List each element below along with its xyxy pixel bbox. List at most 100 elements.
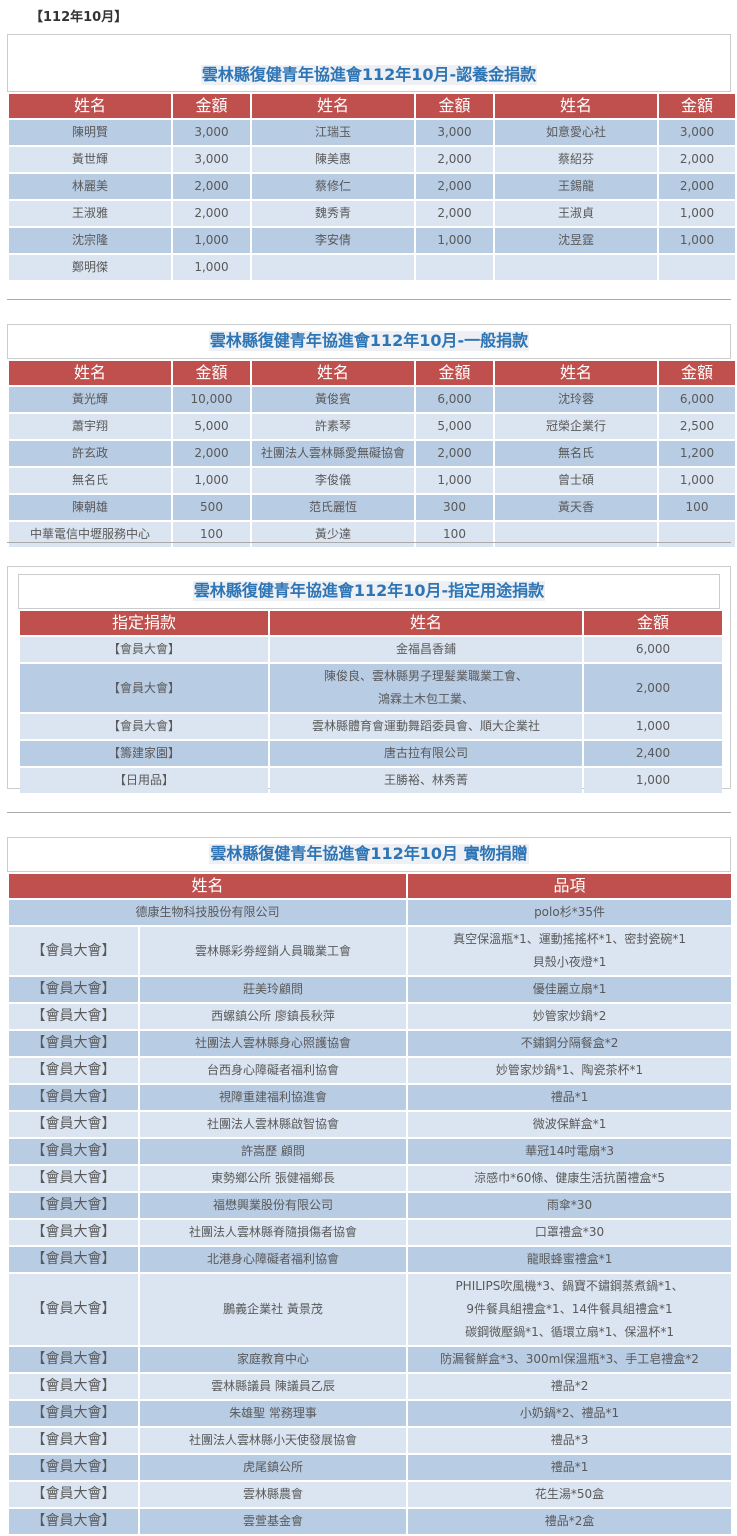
table-cell: 1,000 xyxy=(173,255,250,280)
table-row: 德康生物科技股份有限公司 polo杉*35件 xyxy=(9,900,732,925)
table-cell: 【會員大會】 xyxy=(9,927,138,975)
table-cell: 【會員大會】 xyxy=(9,1139,138,1164)
table-cell: 2,000 xyxy=(173,174,250,199)
table-cell: 沈宗隆 xyxy=(9,228,171,253)
table-cell: 蕭宇翔 xyxy=(9,414,171,439)
header-row: 姓名 品項 xyxy=(9,874,732,898)
table-cell: 社團法人雲林縣愛無礙協會 xyxy=(252,441,414,466)
table-cell: 2,000 xyxy=(416,201,493,226)
table-cell: 陳美惠 xyxy=(252,147,414,172)
table-cell: 范氏麗恆 xyxy=(252,495,414,520)
table-row: 【會員大會】 西螺鎮公所 廖鎮長秋萍 妙管家炒鍋*2 xyxy=(9,1004,732,1029)
column-header: 金額 xyxy=(659,94,735,118)
table-cell: 福懋興業股份有限公司 xyxy=(140,1193,407,1218)
table-cell: 【會員大會】 xyxy=(20,637,268,662)
general-title: 雲林縣復健青年協進會112年10月-一般捐款 xyxy=(208,331,530,351)
table-cell: PHILIPS吹風機*3、鍋寶不鏽鋼蒸煮鍋*1、 9件餐具組禮盒*1、14件餐具組… xyxy=(408,1274,732,1345)
table-row: 【會員大會】 家庭教育中心 防漏餐鮮盒*3、300ml保溫瓶*3、手工皂禮盒*2 xyxy=(9,1347,732,1372)
designated-table: 指定捐款 姓名 金額 【會員大會】 金福昌香鋪 6,000 【會員大會】 陳俊良、雲林縣男子理… xyxy=(18,609,724,795)
table-cell: 東勢鄉公所 張健福鄉長 xyxy=(140,1166,407,1191)
table-cell: 雨傘*30 xyxy=(408,1193,732,1218)
table-cell: 許玄政 xyxy=(9,441,171,466)
table-cell: 3,000 xyxy=(416,120,493,145)
table-cell: 微波保鮮盒*1 xyxy=(408,1112,732,1137)
table-cell: 鵬義企業社 黃景茂 xyxy=(140,1274,407,1345)
table-cell: 王勝裕、林秀菁 xyxy=(270,768,582,793)
table-cell: 500 xyxy=(173,495,250,520)
table-cell: 金福昌香鋪 xyxy=(270,637,582,662)
table-cell: 禮品*1 xyxy=(408,1085,732,1110)
table-cell: 禮品*2 xyxy=(408,1374,732,1399)
table-cell: 100 xyxy=(173,522,250,547)
table-cell: 禮品*3 xyxy=(408,1428,732,1453)
table-row: 王淑雅 2,000 魏秀青 2,000 王淑貞 1,000 xyxy=(9,201,735,226)
general-title-box: 雲林縣復健青年協進會112年10月-一般捐款 xyxy=(7,324,731,359)
table-cell: 無名氏 xyxy=(9,468,171,493)
table-cell: 【會員大會】 xyxy=(9,1031,138,1056)
table-cell: 中華電信中壢服務中心 xyxy=(9,522,171,547)
column-header: 姓名 xyxy=(495,94,657,118)
table-row: 【會員大會】 雲林縣農會 花生湯*50盒 xyxy=(9,1482,732,1507)
table-cell: 1,000 xyxy=(416,228,493,253)
table-cell: 1,200 xyxy=(659,441,735,466)
table-cell: 5,000 xyxy=(173,414,250,439)
header-row: 姓名 金額 姓名 金額 姓名 金額 xyxy=(9,361,735,385)
table-row: 【會員大會】 莊美玲顧問 優佳麗立扇*1 xyxy=(9,977,732,1002)
table-cell: 口罩禮盒*30 xyxy=(408,1220,732,1245)
table-cell: 陳朝雄 xyxy=(9,495,171,520)
table-cell: 視障重建福利協進會 xyxy=(140,1085,407,1110)
table-row: 【會員大會】 雲林縣議員 陳議員乙辰 禮品*2 xyxy=(9,1374,732,1399)
table-cell: 社團法人雲林縣啟智協會 xyxy=(140,1112,407,1137)
table-cell: 【會員大會】 xyxy=(9,1455,138,1480)
table-cell: 【會員大會】 xyxy=(9,1374,138,1399)
table-cell: 黃少達 xyxy=(252,522,414,547)
table-cell: 100 xyxy=(659,495,735,520)
designated-title: 雲林縣復健青年協進會112年10月-指定用途捐款 xyxy=(192,581,546,601)
table-row: 【會員大會】 陳俊良、雲林縣男子理髮業職業工會、 鴻霖土木包工業、 2,000 xyxy=(20,664,722,712)
table-cell: 【日用品】 xyxy=(20,768,268,793)
table-cell: 【籌建家園】 xyxy=(20,741,268,766)
table-row: 【會員大會】 北港身心障礙者福利協會 龍眼蜂蜜禮盒*1 xyxy=(9,1247,732,1272)
table-cell: 黃光輝 xyxy=(9,387,171,412)
table-row: 【會員大會】 社團法人雲林縣脊隨損傷者協會 口罩禮盒*30 xyxy=(9,1220,732,1245)
table-cell: 禮品*1 xyxy=(408,1455,732,1480)
table-row: 【會員大會】 許嵩歷 顧問 華冠14吋電扇*3 xyxy=(9,1139,732,1164)
table-cell: 1,000 xyxy=(584,768,722,793)
table-cell: 【會員大會】 xyxy=(9,1085,138,1110)
table-cell: 社團法人雲林縣脊隨損傷者協會 xyxy=(140,1220,407,1245)
table-cell: 【會員大會】 xyxy=(20,714,268,739)
table-row: 【會員大會】 社團法人雲林縣身心照護協會 不鏽鋼分隔餐盒*2 xyxy=(9,1031,732,1056)
table-row: 【會員大會】 視障重建福利協進會 禮品*1 xyxy=(9,1085,732,1110)
sponsorship-table: 姓名 金額 姓名 金額 姓名 金額 陳明賢 3,000 江瑞玉 3,000 如意愛心社 3,000 黃世… xyxy=(7,92,737,282)
table-row: 【會員大會】 虎尾鎮公所 禮品*1 xyxy=(9,1455,732,1480)
month-label: 【112年10月】 xyxy=(30,10,128,25)
column-header: 姓名 xyxy=(9,94,171,118)
column-header: 金額 xyxy=(659,361,735,385)
table-cell: 沈昱霆 xyxy=(495,228,657,253)
divider xyxy=(7,299,731,300)
table-cell: 小奶鍋*2、禮品*1 xyxy=(408,1401,732,1426)
table-cell: 妙管家炒鍋*1、陶瓷茶杯*1 xyxy=(408,1058,732,1083)
table-cell: 1,000 xyxy=(659,201,735,226)
table-cell: 莊美玲顧問 xyxy=(140,977,407,1002)
table-row: 陳朝雄 500 范氏麗恆 300 黃天香 100 xyxy=(9,495,735,520)
table-cell: 唐古拉有限公司 xyxy=(270,741,582,766)
table-cell: 6,000 xyxy=(584,637,722,662)
inkind-title-box: 雲林縣復健青年協進會112年10月 實物捐贈 xyxy=(7,837,731,872)
table-cell: 華冠14吋電扇*3 xyxy=(408,1139,732,1164)
table-cell: 社團法人雲林縣小天使發展協會 xyxy=(140,1428,407,1453)
table-cell: 2,000 xyxy=(659,147,735,172)
table-cell xyxy=(416,255,493,280)
column-header: 金額 xyxy=(416,361,493,385)
table-cell: 許素琴 xyxy=(252,414,414,439)
table-cell: 黃世輝 xyxy=(9,147,171,172)
table-row: 【會員大會】 東勢鄉公所 張健福鄉長 涼感巾*60條、健康生活抗菌禮盒*5 xyxy=(9,1166,732,1191)
table-cell: 虎尾鎮公所 xyxy=(140,1455,407,1480)
inkind-section: 雲林縣復健青年協進會112年10月 實物捐贈 姓名 品項 德康生物科技股份有限公司 p… xyxy=(7,837,732,1536)
table-row: 黃光輝 10,000 黃俊賓 6,000 沈玲蓉 6,000 xyxy=(9,387,735,412)
column-header: 金額 xyxy=(173,94,250,118)
table-cell: 10,000 xyxy=(173,387,250,412)
table-cell: 禮品*2盒 xyxy=(408,1509,732,1534)
table-cell: 300 xyxy=(416,495,493,520)
table-cell: 魏秀青 xyxy=(252,201,414,226)
